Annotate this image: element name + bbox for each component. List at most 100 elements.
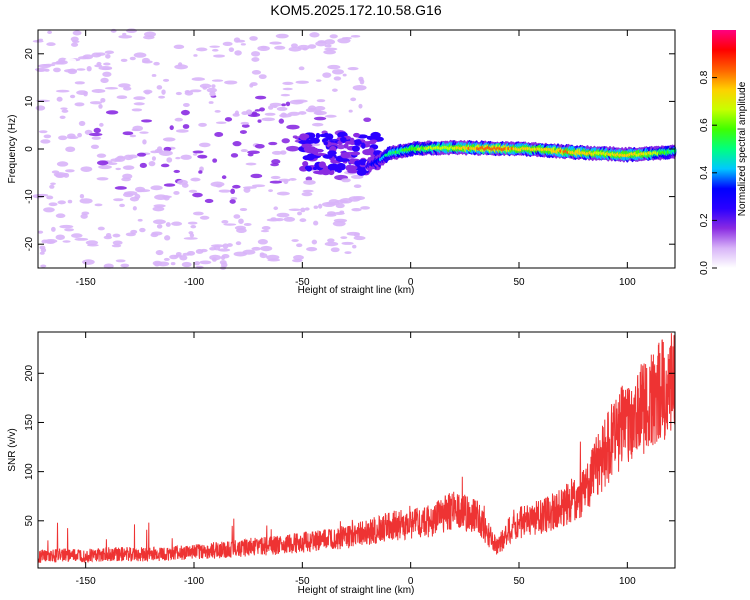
snr-y-ticks: 50 100 150 200	[24, 365, 675, 526]
colorbar-tick-label: 0.2	[699, 213, 710, 227]
spectrogram-blob	[337, 162, 345, 169]
spectrogram-blob	[182, 252, 191, 256]
spectrogram-blob	[47, 30, 52, 34]
spectrogram-blob	[78, 56, 89, 60]
spectrogram-blob	[257, 119, 262, 123]
spectrogram-blob	[69, 94, 76, 99]
spectrogram-blob	[79, 198, 93, 204]
spectrogram-blob	[286, 145, 300, 152]
spectrogram-blob	[243, 186, 257, 189]
spectrogram-blob	[321, 201, 336, 208]
spectrogram-blob	[151, 156, 156, 161]
spectrogram-blob	[351, 145, 360, 152]
spectrogram-blob	[174, 117, 183, 122]
spectrogram-blob	[202, 86, 208, 90]
spectrogram-blob	[340, 151, 351, 159]
spectrogram-blob	[305, 107, 317, 113]
spectrogram-blob	[221, 175, 227, 180]
spectrogram-blob	[164, 235, 171, 241]
spectrogram-blob	[322, 72, 332, 78]
spectrogram-blob	[133, 96, 146, 101]
spectrogram-blob	[57, 200, 66, 205]
spectrogram-blob	[222, 41, 233, 47]
spectrogram-blob	[318, 133, 330, 138]
spectrogram-blob	[316, 99, 326, 103]
spectrogram-blob	[362, 149, 374, 156]
spectrogram-blob	[230, 188, 236, 195]
spectrogram-blob	[79, 193, 85, 199]
spectrogram-blob	[62, 240, 71, 243]
spectrogram-blob	[324, 241, 339, 247]
spectrogram-blob	[259, 253, 268, 259]
spectrogram-blob	[211, 84, 216, 89]
spectrogram-blob	[303, 146, 312, 152]
spectrogram-blob	[70, 36, 79, 42]
spectrogram-blob	[295, 80, 309, 84]
spectrogram-blob	[198, 142, 211, 148]
spectrogram-blob	[88, 132, 103, 137]
spectrogram-blob	[71, 233, 83, 238]
spectrogram-blob	[369, 139, 378, 143]
spectrogram-blob	[91, 136, 102, 140]
x-tick-label: 50	[513, 277, 525, 288]
spectrogram-blob	[358, 103, 363, 109]
spectrogram-blob	[152, 206, 165, 212]
spectrogram-blob	[333, 76, 342, 81]
spectrogram-blob	[38, 38, 43, 41]
spectrogram-blob	[72, 30, 82, 36]
spectrogram-blob	[282, 81, 294, 86]
spectrogram-blob	[116, 95, 128, 100]
spectrogram-blob	[89, 101, 103, 105]
spectrogram-blob	[80, 213, 88, 219]
spectrogram-blob	[257, 239, 268, 245]
spectrogram-blob	[311, 239, 318, 245]
spectrogram-blob	[173, 190, 180, 195]
spectrogram-blob	[55, 213, 66, 219]
spectrogram-blob	[66, 133, 76, 139]
spectrogram-blob	[239, 130, 247, 134]
spectrogram-blob	[36, 69, 46, 72]
spectrogram-blob	[214, 109, 221, 113]
spectrogram-blob	[115, 167, 122, 171]
y-tick-label: 200	[24, 365, 35, 382]
spectrogram-blob	[174, 64, 188, 70]
spectrogram-blob	[131, 108, 143, 112]
spectrogram-blob	[162, 137, 176, 142]
spectrogram-blob	[55, 234, 65, 240]
spectrogram-blob	[190, 225, 197, 229]
colorbar-tick-label: 0.0	[699, 261, 710, 275]
spectrogram-blob	[311, 122, 324, 127]
spectrogram-blob	[313, 116, 327, 121]
spectrogram-blob	[221, 220, 229, 224]
spectrogram-blob	[350, 174, 364, 179]
spectrogram-blob	[37, 230, 44, 234]
spectrogram-blob	[279, 113, 292, 118]
spectrogram-blob	[268, 189, 273, 193]
spectrogram-blob	[233, 251, 248, 257]
spectrogram-blob	[324, 213, 337, 217]
spectrogram-blob	[183, 237, 198, 240]
spectrogram-blob	[361, 142, 366, 149]
spectrogram-blob	[180, 154, 192, 160]
spectrogram-blob	[332, 69, 344, 75]
spectrogram-blob	[76, 68, 86, 71]
spectrogram-blob	[97, 226, 105, 231]
spectrogram-blob	[133, 52, 147, 58]
spectrogram-blob	[166, 157, 173, 163]
colorbar-label: Normalized spectral amplitude	[737, 81, 748, 216]
x-tick-label: -150	[76, 277, 96, 288]
spectrogram-blob	[59, 224, 74, 229]
spectrogram-blob	[136, 152, 147, 157]
spectrogram-blob	[80, 166, 93, 172]
spectrogram-blob	[178, 62, 183, 67]
spectrogram-blob	[316, 149, 323, 153]
spectrogram-blob	[311, 143, 321, 147]
spectrogram-blob	[302, 189, 314, 193]
spectrogram-blob	[247, 153, 254, 157]
spectrogram-blob	[161, 89, 166, 95]
snr-panel: -150 -100 -50 0 50 100 50 100 150 200 Height of …	[7, 331, 676, 596]
spectrogram-blob	[271, 159, 281, 165]
spectrogram-blob	[43, 207, 55, 213]
colorbar-tick-label: 0.6	[699, 118, 710, 132]
